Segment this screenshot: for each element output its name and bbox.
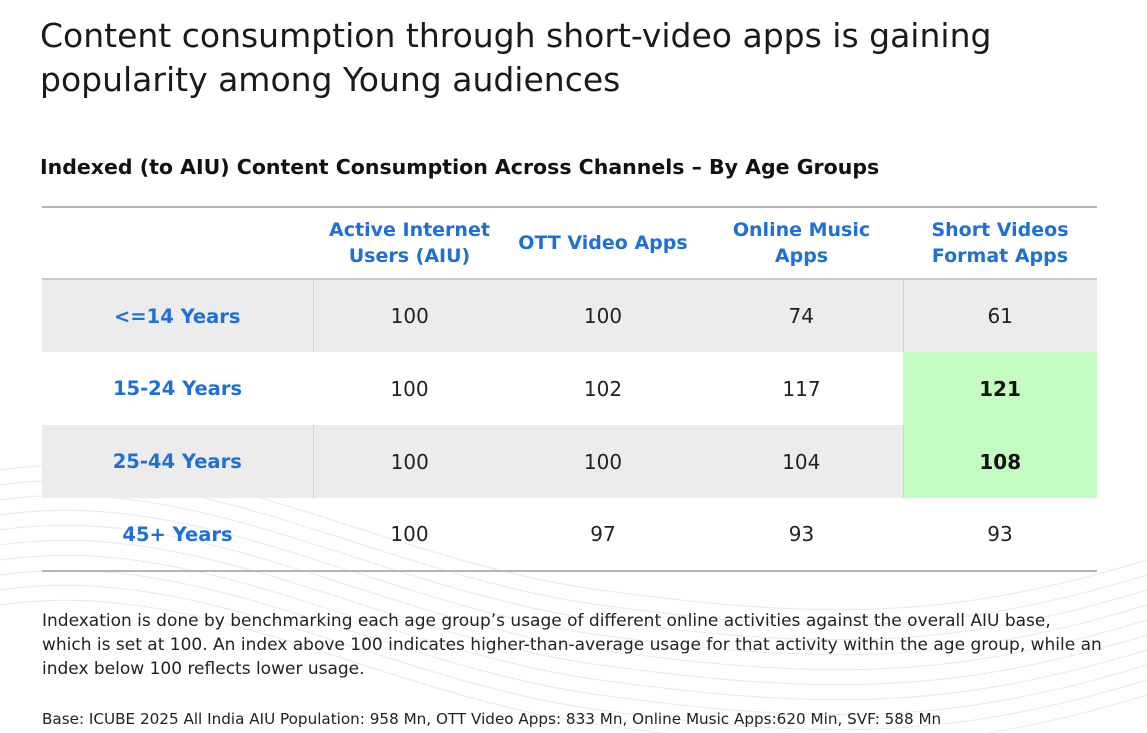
table-cell: 104 xyxy=(700,425,904,498)
base-footnote: Base: ICUBE 2025 All India AIU Populatio… xyxy=(42,710,942,728)
column-header-music: Online Music Apps xyxy=(700,207,903,280)
table-row: <=14 Years 100 100 74 61 xyxy=(42,279,1097,352)
table-row: 25-44 Years 100 100 104 108 xyxy=(42,425,1097,498)
table-cell: 74 xyxy=(700,279,904,352)
index-table: Active Internet Users (AIU) OTT Video Ap… xyxy=(42,206,1097,572)
table-cell: 93 xyxy=(987,522,1013,546)
table-cell: 108 xyxy=(903,425,1097,498)
table-row: 15-24 Years 100 102 117 121 xyxy=(42,352,1097,425)
table-cell: 100 xyxy=(506,279,700,352)
table-cell: 117 xyxy=(782,376,821,401)
table-title: Indexed (to AIU) Content Consumption Acr… xyxy=(40,155,880,179)
column-header-aiu: Active Internet Users (AIU) xyxy=(313,207,506,280)
row-label: 25-44 Years xyxy=(42,425,314,498)
row-label: <=14 Years xyxy=(42,279,314,352)
table-cell: 100 xyxy=(506,425,700,498)
row-label: 15-24 Years xyxy=(112,377,243,400)
column-header-empty xyxy=(42,207,313,280)
table-cell: 100 xyxy=(390,376,429,401)
table-cell: 102 xyxy=(583,376,623,401)
table-cell: 97 xyxy=(590,522,616,546)
column-header-short-video: Short Videos Format Apps xyxy=(903,207,1097,280)
table-cell: 100 xyxy=(313,279,506,352)
table-row: 45+ Years 100 97 93 93 xyxy=(42,498,1097,571)
column-header-ott: OTT Video Apps xyxy=(506,207,700,280)
table-cell: 61 xyxy=(903,279,1097,352)
indexation-note: Indexation is done by benchmarking each … xyxy=(42,611,1102,679)
table-cell: 121 xyxy=(903,352,1097,425)
page-title: Content consumption through short-video … xyxy=(40,16,992,99)
table-cell: 93 xyxy=(788,522,815,546)
row-label: 45+ Years xyxy=(122,522,233,546)
table-cell: 100 xyxy=(390,522,429,546)
header-row: Active Internet Users (AIU) OTT Video Ap… xyxy=(42,207,1097,280)
table-cell: 100 xyxy=(313,425,506,498)
